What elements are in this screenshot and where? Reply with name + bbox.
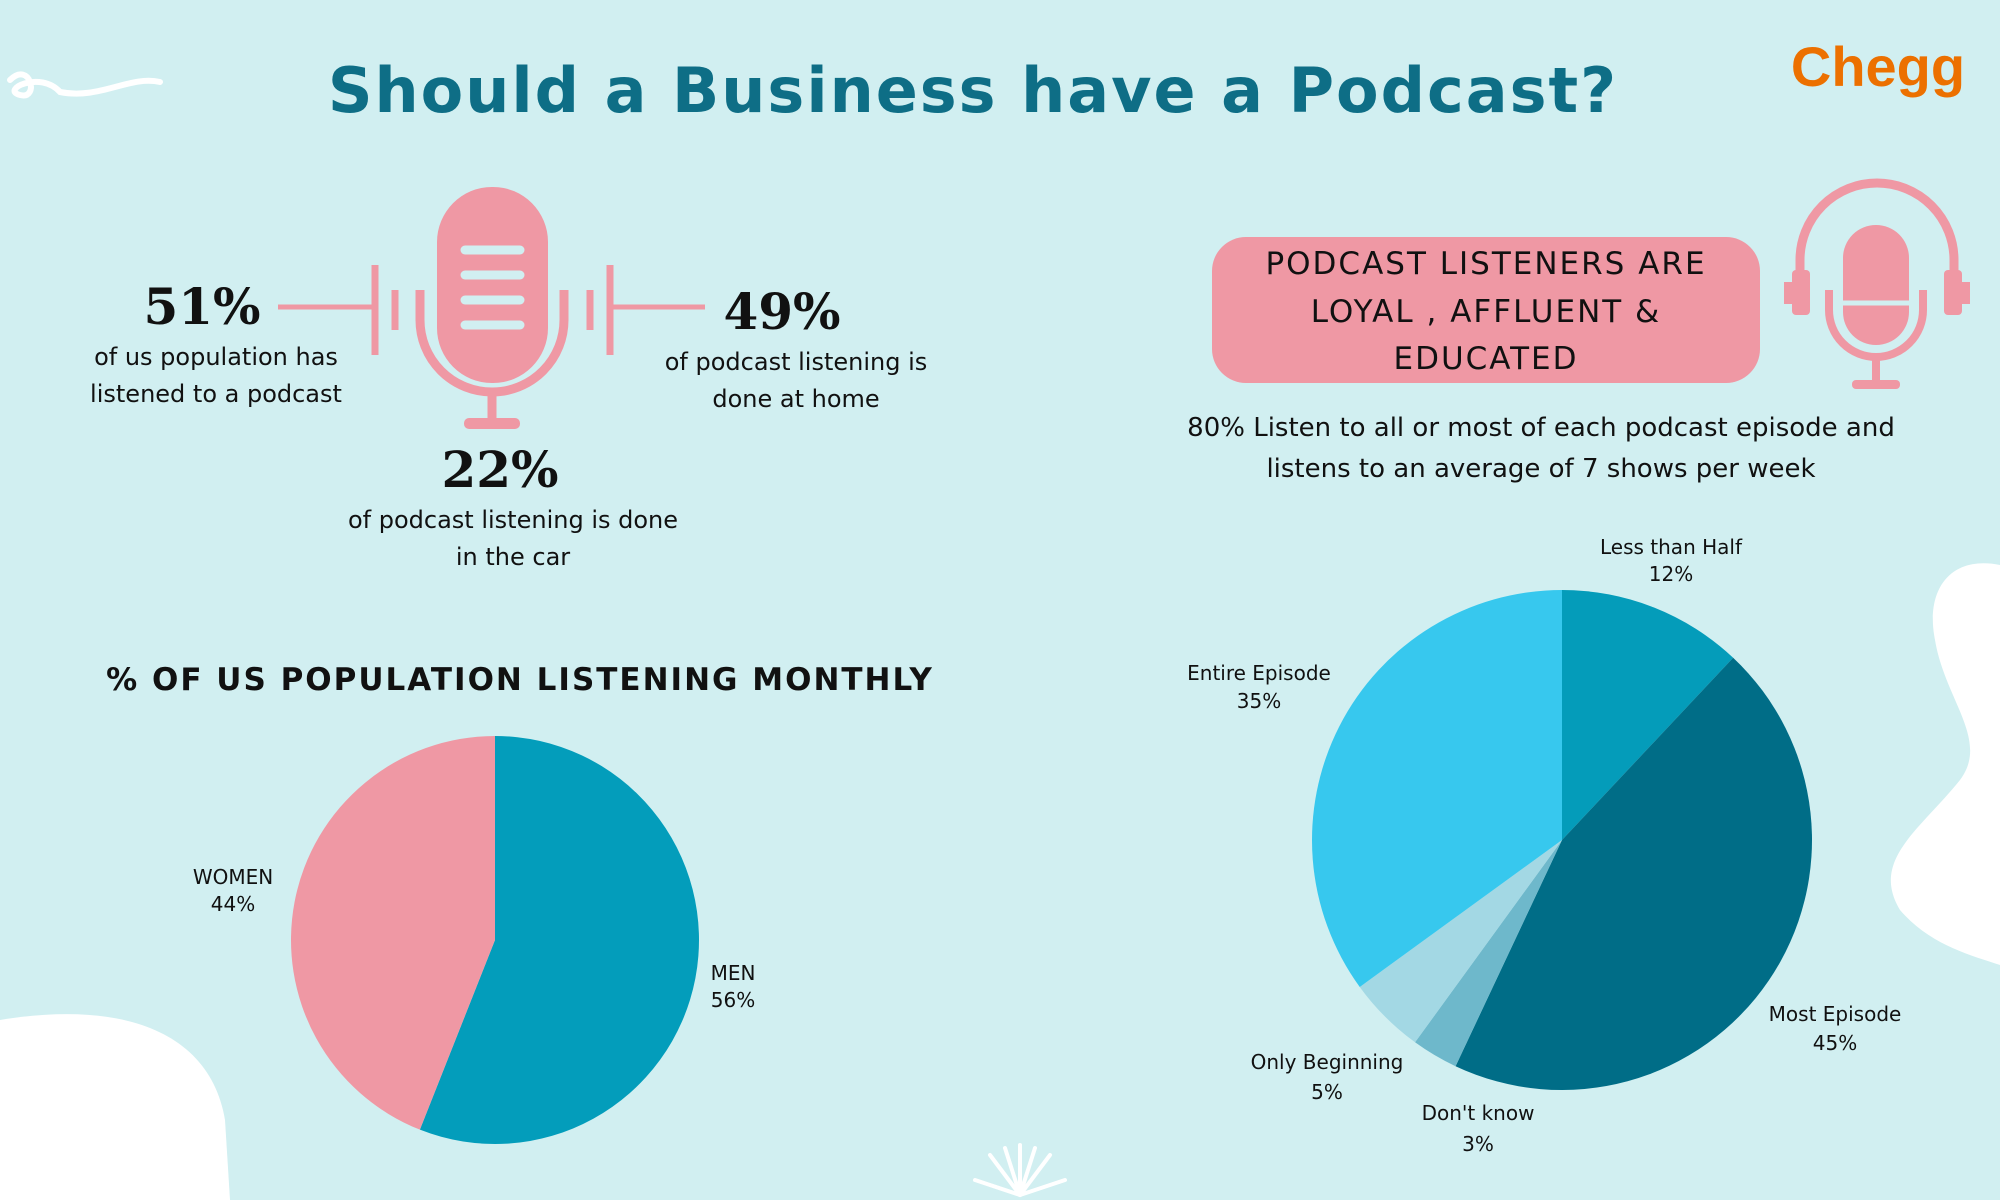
- pie-chart-listening-depth: [1311, 590, 1812, 1090]
- chegg-logo: Chegg: [1791, 35, 1965, 98]
- pie-slice-entire-episode: [1311, 590, 1562, 987]
- stat-value: 49%: [723, 282, 840, 341]
- slice-label: MEN: [711, 961, 756, 985]
- stat-text: of podcast listening is: [665, 348, 928, 376]
- pie-slice-women: [290, 735, 495, 1130]
- stat-text: of us population has: [94, 343, 338, 371]
- squiggle-decoration: [7, 71, 163, 99]
- slice-value-label: 35%: [1237, 689, 1281, 713]
- slice-label: Don't know: [1422, 1101, 1535, 1125]
- slice-label: Most Episode: [1769, 1002, 1902, 1026]
- callout-text: PODCAST LISTENERS ARE: [1265, 246, 1706, 282]
- starburst-decoration: [973, 1143, 1067, 1197]
- stat-text: of podcast listening is done: [348, 506, 678, 534]
- pie2-labels: Less than Half 12% Most Episode 45% Don'…: [1187, 535, 1901, 1156]
- slice-value-label: 44%: [211, 892, 255, 916]
- slice-label: Only Beginning: [1251, 1050, 1404, 1074]
- headphones-microphone-icon: [1784, 178, 1970, 389]
- stat-text: in the car: [456, 543, 570, 571]
- stat-text: done at home: [712, 385, 879, 413]
- slice-label: Entire Episode: [1187, 661, 1331, 685]
- slice-value-label: 12%: [1649, 562, 1693, 586]
- callout-text: EDUCATED: [1394, 341, 1579, 377]
- stat-value: 51%: [143, 277, 260, 336]
- white-blob-bottom-left: [0, 1014, 230, 1200]
- chart-title: % OF US POPULATION LISTENING MONTHLY: [106, 662, 934, 698]
- slice-label: Less than Half: [1600, 535, 1743, 559]
- pie-slice-only-beginning: [1359, 840, 1562, 1043]
- callout-text: LOYAL , AFFLUENT &: [1311, 294, 1661, 330]
- slice-label: WOMEN: [193, 865, 273, 889]
- microphone-icon: [278, 187, 705, 429]
- pie-slice-less-than-half: [1562, 590, 1734, 840]
- white-blob-right: [1890, 563, 2000, 965]
- slice-value-label: 3%: [1462, 1132, 1494, 1156]
- pie-slice-most-episode: [1455, 657, 1812, 1090]
- slice-value-label: 5%: [1311, 1080, 1343, 1104]
- stat-value: 22%: [441, 440, 558, 499]
- pie-chart-gender: [290, 735, 699, 1144]
- callout-box: [1212, 237, 1760, 383]
- slice-value-label: 56%: [711, 988, 755, 1012]
- pie-slice-don-t-know: [1415, 840, 1562, 1067]
- stat-text: listened to a podcast: [90, 380, 342, 408]
- slice-value-label: 45%: [1813, 1031, 1857, 1055]
- pie1-labels: MEN 56% WOMEN 44%: [193, 865, 756, 1012]
- note-text: listens to an average of 7 shows per wee…: [1266, 454, 1815, 484]
- page-title: Should a Business have a Podcast?: [328, 54, 1618, 127]
- note-text: 80% Listen to all or most of each podcas…: [1187, 413, 1895, 443]
- pie-slice-men: [419, 736, 699, 1144]
